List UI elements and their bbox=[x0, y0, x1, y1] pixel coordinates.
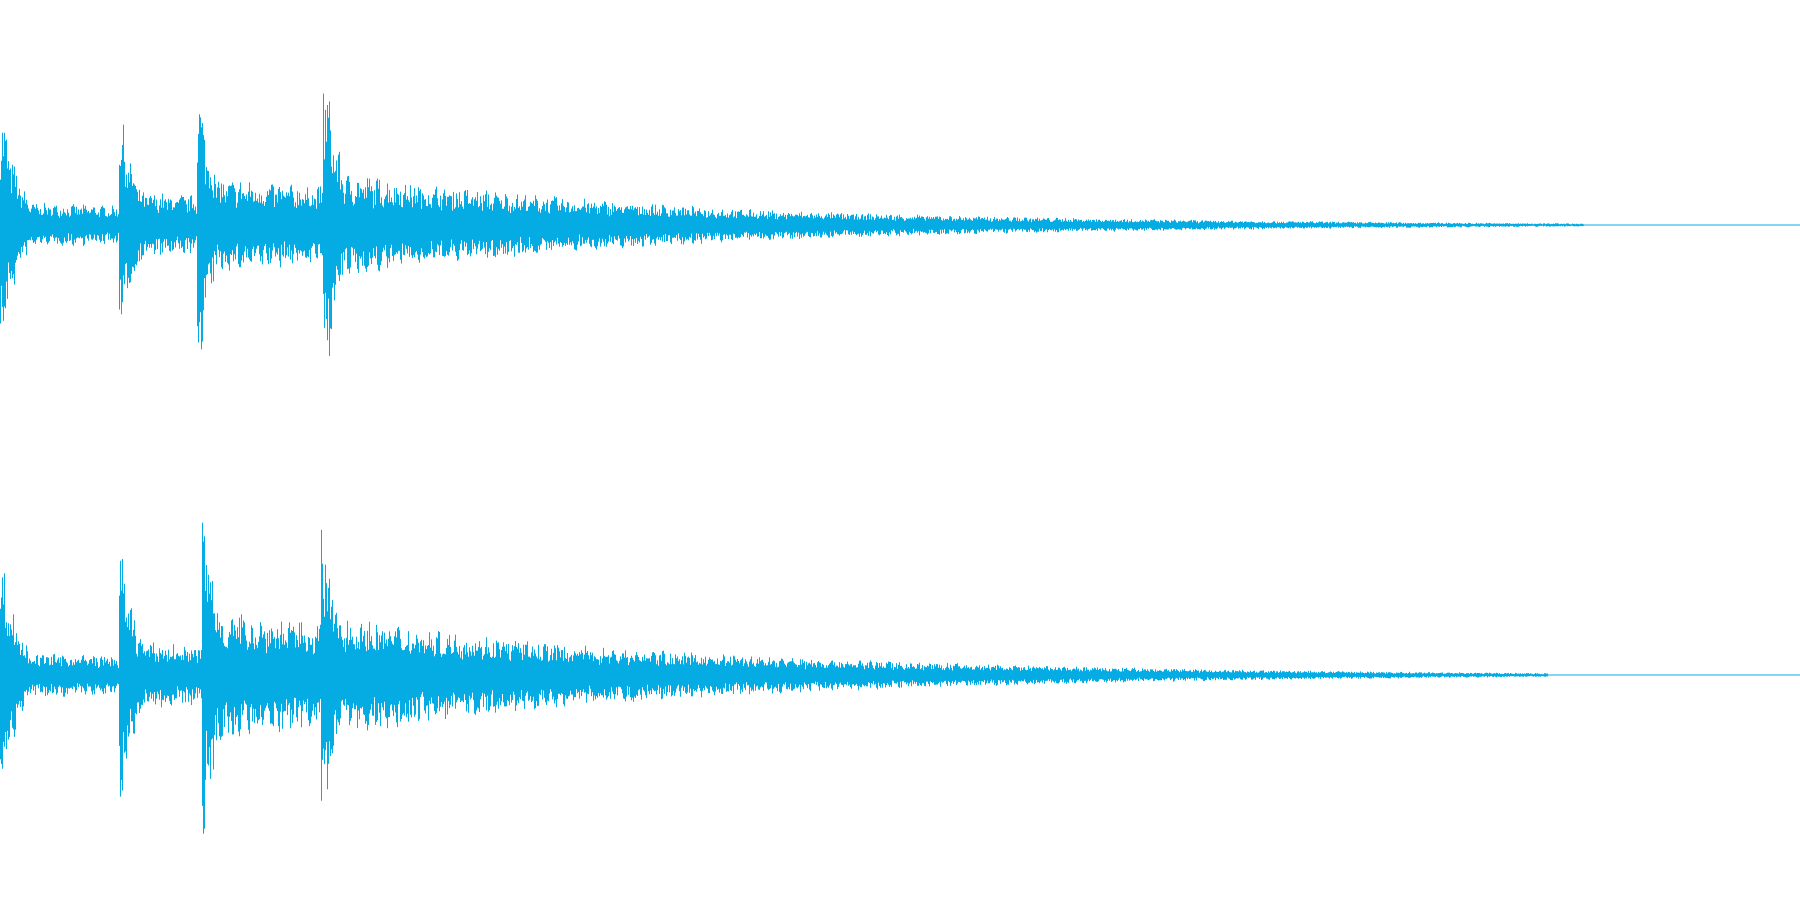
channel-left-waveform bbox=[0, 93, 1800, 356]
left-channel-svg bbox=[0, 93, 1800, 356]
waveform-samples bbox=[0, 93, 1584, 356]
channel-right-waveform bbox=[0, 450, 1800, 900]
right-channel-svg bbox=[0, 522, 1800, 834]
waveform-samples bbox=[0, 522, 1548, 834]
